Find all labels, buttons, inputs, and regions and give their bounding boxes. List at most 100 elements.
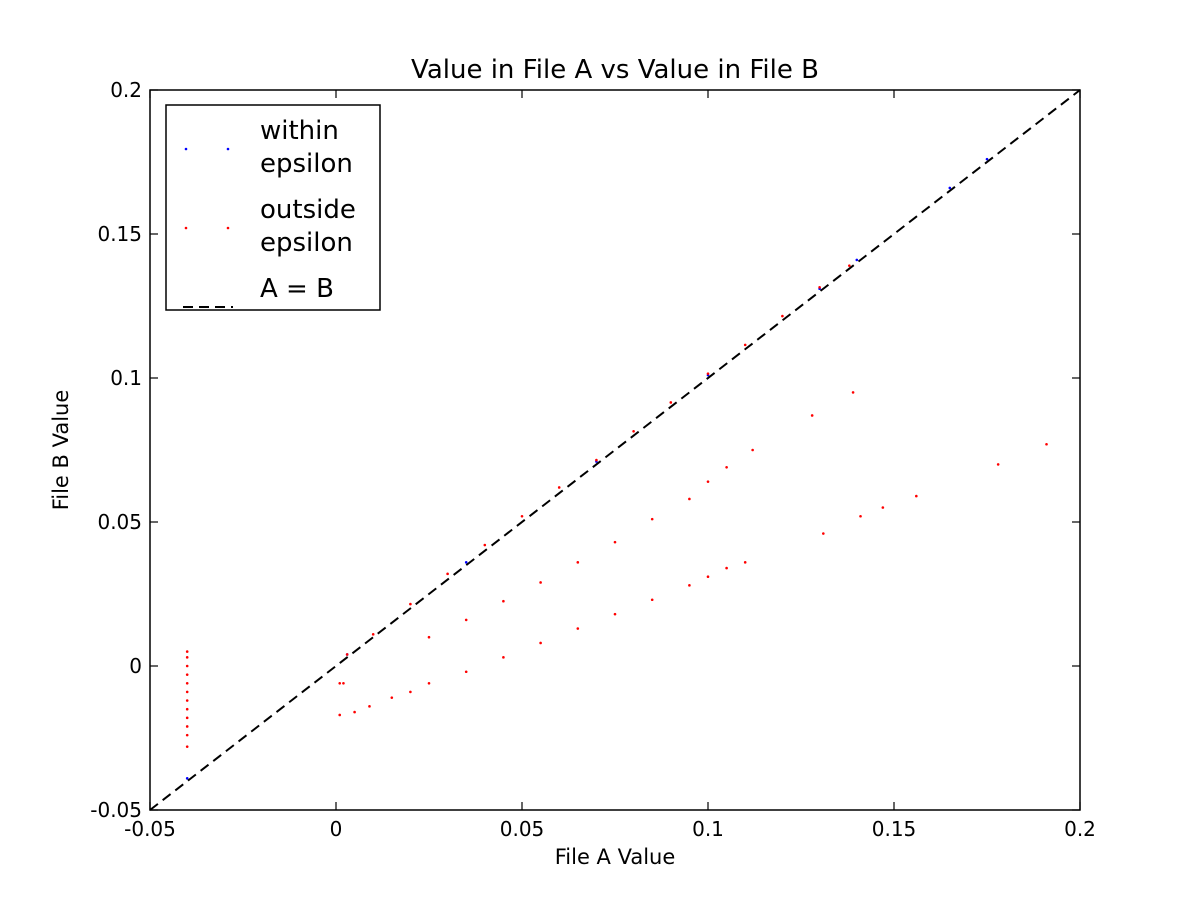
legend-label: A = B [260,274,334,304]
y-tick-label: 0.2 [110,78,142,102]
plot-area [149,89,1081,811]
data-point [948,186,952,190]
y-tick-label: -0.05 [90,798,142,822]
data-point [185,716,189,720]
data-point [650,517,654,521]
data-point [822,532,825,535]
x-tick-label: 0.15 [872,817,917,841]
data-point [185,707,189,711]
data-point [185,664,189,668]
data-point [751,448,754,452]
legend-marker [184,147,188,151]
x-tick-label: 0.1 [692,817,724,841]
legend-label: epsilon [260,228,353,258]
data-point [706,372,710,375]
data-point [810,414,814,417]
x-tick-label: 0 [330,817,343,841]
data-point [557,486,561,489]
data-point [185,733,189,737]
data-point [464,561,468,564]
data-point [185,725,189,728]
data-point [881,506,885,509]
data-point [576,627,580,630]
data-point [859,514,862,518]
data-point [338,681,342,685]
data-point [185,673,189,676]
data-point [390,696,394,699]
plot-frame [149,89,1081,811]
data-point [409,690,412,694]
x-axis-label: File A Value [555,845,676,869]
y-axis-label: File B Value [49,390,73,511]
data-point [706,480,710,483]
data-point [371,633,375,636]
reference-line [149,89,1081,811]
data-point [781,314,784,318]
legend-label: outside [260,195,356,225]
y-tick-label: 0.1 [110,366,142,390]
data-point [409,602,412,606]
legend-label: within [260,116,339,146]
data-point [915,494,918,498]
data-point [725,465,728,469]
y-tick-label: 0.15 [97,222,142,246]
data-point [539,641,542,645]
data-point [502,599,505,603]
data-point [427,635,431,639]
legend-entry: A = B [183,274,334,308]
data-point [353,710,356,714]
data-point [464,618,468,622]
x-tick-label: 0.05 [500,817,545,841]
data-point [338,713,342,717]
data-point [688,584,691,587]
legend-marker [184,226,188,230]
legend-marker [226,147,230,151]
data-point [368,705,371,708]
data-point [576,561,580,564]
y-tick-label: 0 [129,654,142,678]
x-tick-label: -0.05 [124,817,176,841]
data-point [743,561,747,564]
data-point [185,690,189,694]
axis-ticks: -0.05 0 0.05 0.1 0.15 0.2 -0.05 0 0.05 0.1 0.15 0.2 [90,78,1096,841]
legend-marker [226,226,230,230]
data-point [996,463,1000,466]
data-point [688,497,691,501]
legend-box [165,104,381,311]
data-point [848,264,851,267]
y-tick-label: 0.05 [97,510,142,534]
data-point [851,391,855,394]
data-point [595,458,598,462]
data-point [185,656,189,659]
data-point [743,343,747,347]
data-point [345,653,349,656]
data-point [669,401,673,404]
data-point [483,543,487,547]
data-point [985,157,989,161]
data-point [706,575,710,579]
chart-title: Value in File A vs Value in File B [411,55,819,85]
data-point [185,777,189,780]
data-point [185,699,189,702]
data-point [613,612,617,616]
data-point [725,566,728,570]
data-point [185,681,189,685]
series-1 [185,264,1048,748]
data-point [185,745,189,748]
data-point [818,285,821,289]
data-point [539,581,542,584]
data-point [650,598,654,602]
data-point [342,681,345,685]
data-point [427,681,431,685]
x-tick-label: 0.2 [1064,817,1096,841]
data-point [855,258,859,262]
data-point [613,540,617,544]
data-point [520,514,524,518]
data-point [464,670,468,674]
data-point [185,650,189,653]
data-point [446,572,449,576]
legend-label: epsilon [260,149,353,179]
